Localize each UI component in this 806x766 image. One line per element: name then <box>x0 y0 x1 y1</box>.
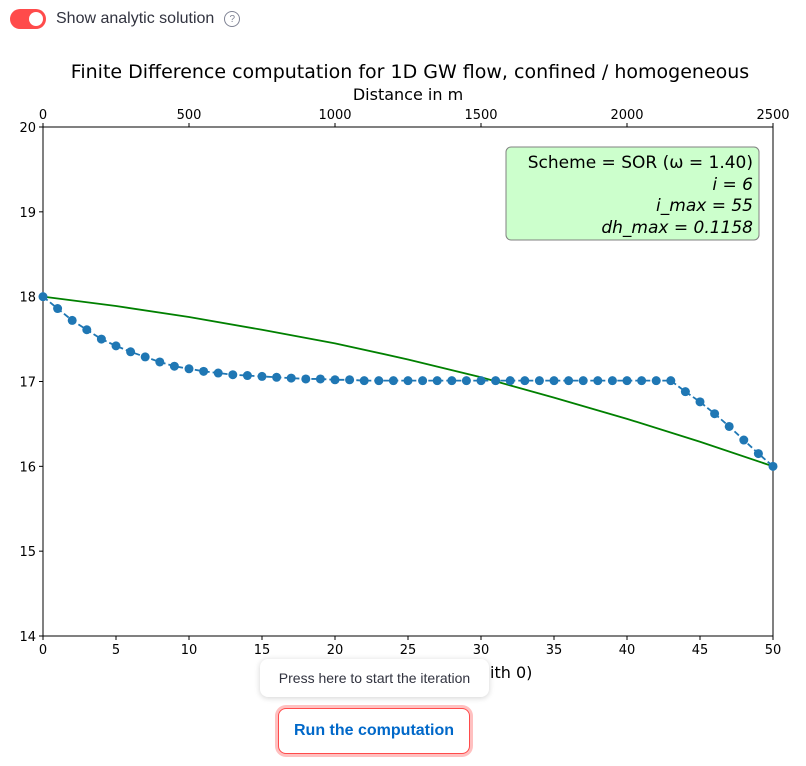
numerical-point <box>228 370 238 380</box>
toggle-label: Show analytic solution <box>56 10 215 27</box>
numerical-point <box>564 376 574 386</box>
annotation-line: dh_max = 0.1158 <box>601 218 753 238</box>
numerical-solution-line <box>42 295 774 468</box>
y-tick-label: 17 <box>19 376 36 391</box>
numerical-point <box>126 347 136 357</box>
numerical-point <box>111 341 121 351</box>
y-tick-label: 20 <box>19 121 36 136</box>
run-computation-button[interactable]: Run the computation <box>278 708 470 754</box>
numerical-point <box>330 375 340 385</box>
x-tick-label: 0 <box>39 643 47 658</box>
numerical-point <box>476 376 486 386</box>
numerical-point <box>666 376 676 386</box>
numerical-point <box>768 461 778 471</box>
top-x-axis-label: Distance in m <box>353 85 463 104</box>
toggle-knob <box>29 12 43 26</box>
numerical-point <box>213 368 223 378</box>
numerical-point <box>184 364 194 374</box>
numerical-point <box>388 376 398 386</box>
x-tick-label: 20 <box>327 643 344 658</box>
numerical-point <box>505 376 515 386</box>
numerical-point <box>491 376 501 386</box>
annotation-line: i_max = 55 <box>656 196 753 216</box>
x-tick-label: 45 <box>692 643 709 658</box>
numerical-point <box>169 361 179 371</box>
x-tick-label: 25 <box>400 643 417 658</box>
top-x-tick-label: 0 <box>39 108 47 123</box>
x-axis-label: ith 0) <box>490 663 532 682</box>
y-tick-label: 14 <box>19 630 36 645</box>
numerical-point <box>461 376 471 386</box>
numerical-point <box>359 376 369 386</box>
top-x-tick-label: 2500 <box>756 108 789 123</box>
numerical-point <box>242 371 252 381</box>
annotation-line: Scheme = SOR (ω = 1.40) <box>528 153 753 173</box>
numerical-point <box>315 374 325 384</box>
numerical-point <box>432 376 442 386</box>
y-tick-label: 18 <box>19 291 36 306</box>
numerical-point <box>82 325 92 335</box>
numerical-point <box>272 372 282 382</box>
numerical-point <box>447 376 457 386</box>
numerical-point <box>67 315 77 325</box>
numerical-point <box>345 375 355 385</box>
x-tick-label: 15 <box>254 643 271 658</box>
numerical-point <box>155 357 165 367</box>
x-tick-label: 5 <box>112 643 120 658</box>
top-x-tick-label: 2000 <box>610 108 643 123</box>
annotation-box: Scheme = SOR (ω = 1.40) i = 6 i_max = 55… <box>505 146 760 241</box>
show-analytic-toggle-row: Show analytic solution ? <box>10 9 241 29</box>
x-tick-label: 50 <box>765 643 782 658</box>
numerical-point <box>301 374 311 384</box>
numerical-point <box>199 366 209 376</box>
top-x-tick-label: 500 <box>177 108 202 123</box>
chart-title: Finite Difference computation for 1D GW … <box>71 61 749 83</box>
numerical-point <box>520 376 530 386</box>
numerical-point <box>96 334 106 344</box>
x-tick-label: 30 <box>473 643 490 658</box>
numerical-point <box>140 352 150 362</box>
numerical-point <box>739 435 749 445</box>
y-tick-label: 19 <box>19 206 36 221</box>
question-circle-icon[interactable]: ? <box>224 11 241 27</box>
numerical-point <box>286 373 296 383</box>
y-tick-label: 15 <box>19 545 36 560</box>
numerical-point <box>622 376 632 386</box>
numerical-point <box>651 376 661 386</box>
top-x-tick-label: 1000 <box>318 108 351 123</box>
numerical-point <box>695 397 705 407</box>
numerical-point <box>38 292 48 302</box>
show-analytic-toggle[interactable] <box>10 9 46 29</box>
numerical-point <box>374 376 384 386</box>
numerical-point <box>578 376 588 386</box>
numerical-point <box>593 376 603 386</box>
run-tooltip: Press here to start the iteration <box>260 659 489 697</box>
numerical-point <box>710 409 720 419</box>
numerical-point <box>403 376 413 386</box>
numerical-point <box>724 421 734 431</box>
analytic-solution-line <box>42 295 774 468</box>
numerical-point <box>534 376 544 386</box>
x-tick-label: 35 <box>546 643 563 658</box>
numerical-point <box>53 304 63 314</box>
numerical-point <box>753 449 763 459</box>
annotation-line: i = 6 <box>712 175 753 195</box>
x-tick-label: 10 <box>181 643 198 658</box>
numerical-point <box>549 376 559 386</box>
top-x-tick-label: 1500 <box>464 108 497 123</box>
numerical-point <box>680 387 690 397</box>
y-tick-label: 16 <box>19 460 36 475</box>
numerical-point <box>607 376 617 386</box>
numerical-point <box>257 371 267 381</box>
x-tick-label: 40 <box>619 643 636 658</box>
numerical-point <box>637 376 647 386</box>
numerical-point <box>418 376 428 386</box>
